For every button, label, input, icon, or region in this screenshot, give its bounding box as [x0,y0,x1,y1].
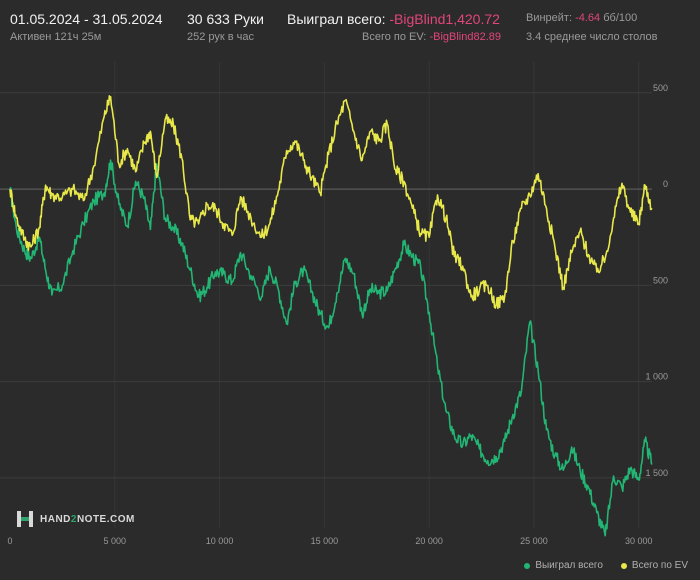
logo-text-right: NOTE.COM [76,513,135,525]
hand2note-logo-icon [17,511,33,527]
won-total-value: -BigBlind1,420.72 [389,11,500,27]
x-tick-label: 0 [7,536,12,546]
hands-per-hour: 252 рук в час [187,31,255,43]
hands-count: 30 633 Руки [187,11,264,27]
winrate: Винрейт: -4.64 бб/100 [526,12,637,24]
winrate-unit: бб/100 [603,12,638,24]
y-tick-label: 1 500 [645,468,668,478]
won-total: Выиграл всего: -BigBlind1,420.72 [287,11,500,27]
active-time: Активен 121ч 25м [10,31,102,43]
legend-label-ev: Всего по EV [631,560,688,571]
x-tick-label: 25 000 [520,536,548,546]
won-series-line [9,159,653,537]
date-range[interactable]: 01.05.2024 - 31.05.2024 [10,11,163,27]
chart-legend: Выиграл всего Всего по EV [524,560,688,571]
x-tick-label: 10 000 [206,536,234,546]
legend-dot-won-icon [524,562,531,569]
ev-total: Всего по EV: -BigBlind82.89 [362,31,501,43]
legend-item-ev[interactable]: Всего по EV [620,560,688,571]
y-tick-label: 500 [653,275,668,285]
legend-label-won: Выиграл всего [535,560,603,571]
won-total-label: Выиграл всего: [287,11,386,27]
y-tick-label: 0 [663,179,668,189]
ev-total-label: Всего по EV: [362,31,427,43]
logo-text-mid: 2 [70,513,77,525]
average-tables: 3.4 среднее число столов [526,31,658,43]
hand2note-logo-text: HAND2NOTE.COM [40,514,135,525]
x-tick-label: 5 000 [104,536,127,546]
y-tick-label: 500 [653,83,668,93]
x-tick-label: 30 000 [625,536,653,546]
legend-dot-ev-icon [620,562,627,569]
x-tick-label: 20 000 [415,536,443,546]
ev-series-line [9,95,653,310]
winrate-label: Винрейт: [526,12,573,24]
logo-text-left: HAND [40,513,71,525]
y-tick-label: 1 000 [645,372,668,382]
ev-total-value: -BigBlind82.89 [429,31,501,43]
x-tick-label: 15 000 [311,536,339,546]
legend-item-won[interactable]: Выиграл всего [524,560,603,571]
winrate-value: -4.64 [575,12,601,24]
hand2note-logo: HAND2NOTE.COM [16,510,135,528]
